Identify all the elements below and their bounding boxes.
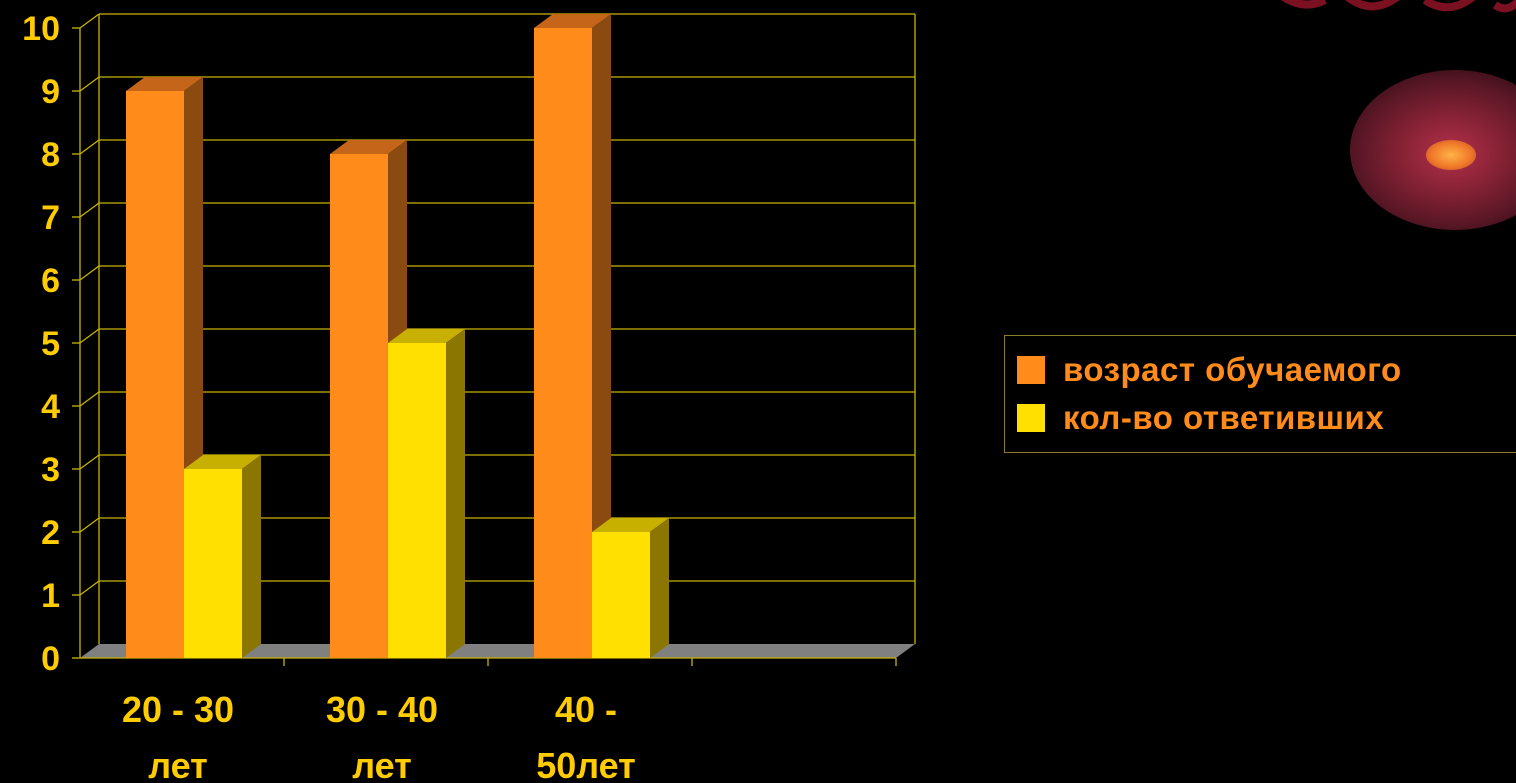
bar-1-1 [126, 91, 184, 658]
ornament-decoration [1255, 0, 1516, 20]
decorative-orb-core [1426, 140, 1476, 170]
chart-floor [80, 644, 915, 658]
bar-2-1 [184, 469, 242, 658]
y-tick-label: 6 [41, 262, 60, 300]
y-tick-label: 10 [22, 10, 60, 48]
chart-legend: возраст обучаемого кол-во ответивших [1004, 335, 1516, 453]
gridline-side [79, 139, 100, 155]
bar-2-2 [388, 343, 446, 658]
gridline-side [79, 517, 100, 533]
y-tick-label: 9 [41, 73, 60, 111]
legend-item-1: возраст обучаемого [1017, 350, 1402, 390]
bar-top [330, 140, 407, 154]
gridline-side [79, 202, 100, 218]
bar-side [650, 518, 669, 658]
bar-top [592, 518, 669, 532]
bar-side [242, 455, 261, 658]
y-tick-label: 0 [41, 640, 60, 678]
bar-top [126, 77, 203, 91]
gridline-side [79, 454, 100, 470]
y-tick-label: 7 [41, 199, 60, 237]
bar-side [446, 329, 465, 658]
x-tick-label: лет [352, 745, 412, 783]
bar-top [184, 455, 261, 469]
bar-1-2 [330, 154, 388, 658]
legend-item-2: кол-во ответивших [1017, 398, 1384, 438]
x-tick-label: 40 - [555, 689, 617, 730]
y-tick-label: 3 [41, 451, 60, 489]
bar-side [592, 14, 611, 658]
gridline-side [79, 391, 100, 407]
legend-swatch-1 [1017, 356, 1045, 384]
y-tick-label: 5 [41, 325, 60, 363]
bar-chart: 0 1 2 3 4 5 6 7 8 9 10 20 - 30 лет 30 - 40 лет 40 - 50ле… [22, 10, 916, 783]
y-tick-label: 1 [41, 577, 60, 615]
bar-top [388, 329, 465, 343]
legend-label-2: кол-во ответивших [1063, 399, 1385, 436]
bar-top [534, 14, 611, 28]
gridline-side [79, 265, 100, 281]
x-tick-label: 30 - 40 [326, 689, 438, 730]
bar-2-3 [592, 532, 650, 658]
x-tick-label: лет [148, 745, 208, 783]
x-tick-label: 50лет [536, 745, 636, 783]
x-tick-label: 20 - 30 [122, 689, 234, 730]
gridline-side [79, 76, 100, 92]
legend-swatch-2 [1017, 404, 1045, 432]
bar-1-3 [534, 28, 592, 658]
legend-label-1: возраст обучаемого [1063, 351, 1402, 388]
y-tick-label: 4 [41, 388, 60, 426]
y-tick-label: 8 [41, 136, 60, 174]
y-tick-label: 2 [41, 514, 60, 552]
gridline-side [79, 580, 100, 596]
gridline-side [79, 13, 100, 29]
gridline-side [79, 328, 100, 344]
